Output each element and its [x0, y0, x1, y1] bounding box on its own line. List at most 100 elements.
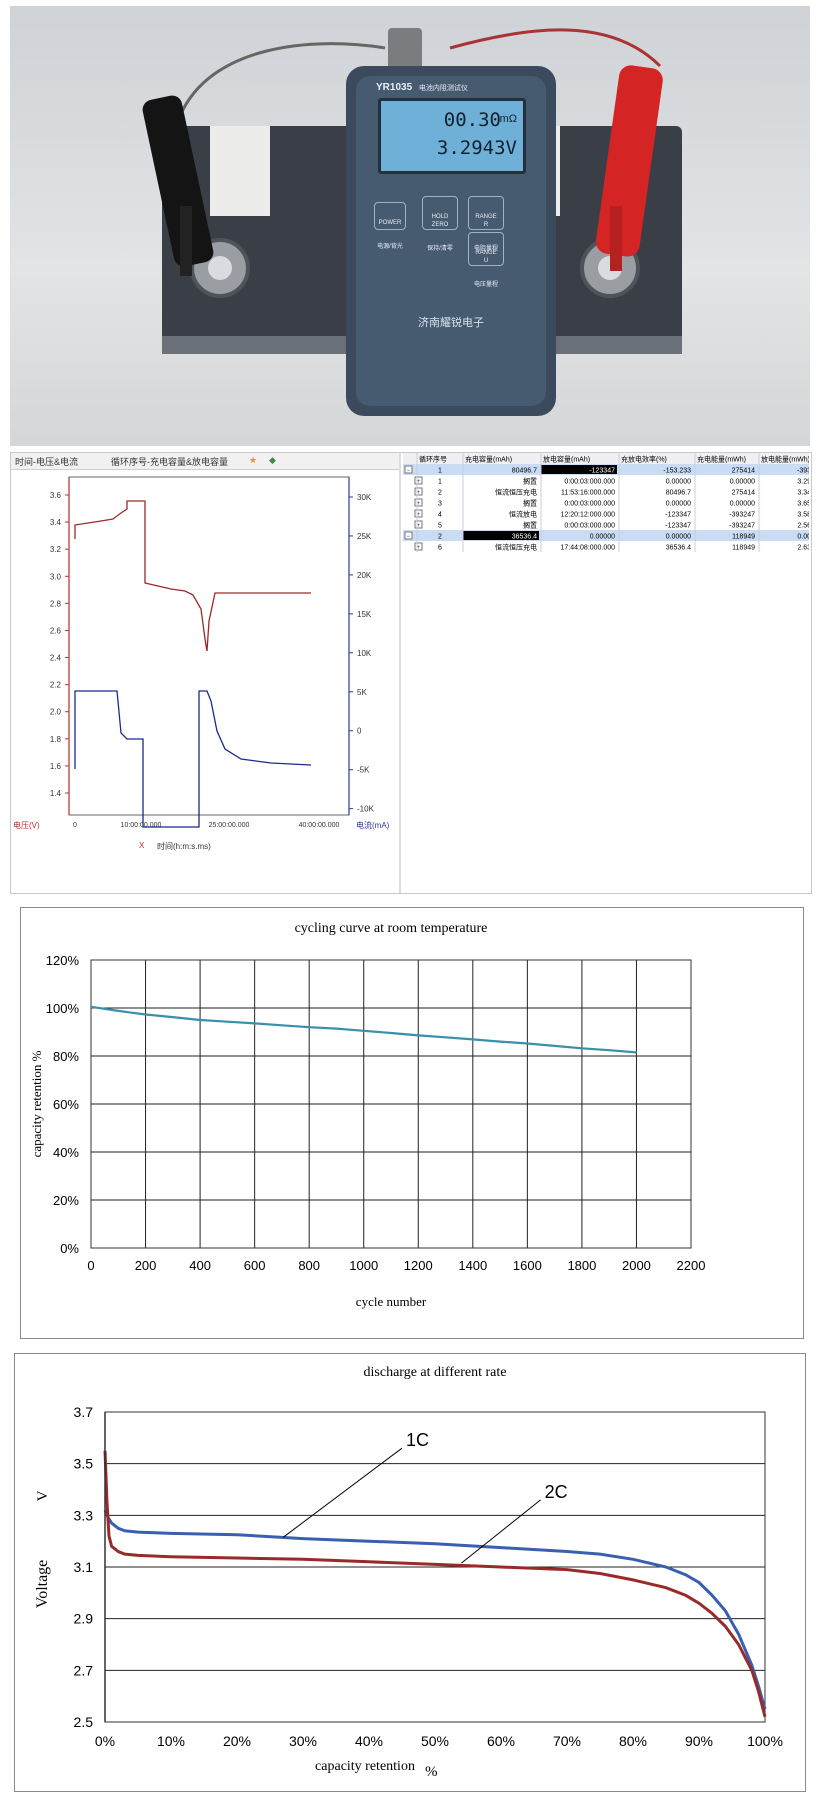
table-row[interactable]	[403, 475, 809, 486]
tab-cycle-capacity[interactable]: 循环序号-充电容量&放电容量	[111, 457, 229, 467]
table-header-cell: 循环序号	[419, 455, 447, 464]
vc-x-tick-label: 10:00:00.000	[121, 822, 162, 829]
plot-area	[90, 959, 692, 1249]
table-cell: 11:53:16:000.000	[561, 490, 615, 497]
expand-toggle-glyph: +	[417, 545, 421, 551]
cycle-table-grid: 循环序号 充电容量(mAh) 放电容量(mAh) 充放电效率(%) 充电能量(mWh) 放…	[403, 453, 811, 552]
table-cell: 36536.4	[512, 534, 537, 541]
table-cell: 80496.7	[512, 468, 537, 475]
y-tick-label: 80%	[53, 1049, 79, 1064]
table-cell: 0.00000	[666, 534, 691, 541]
table-row[interactable]	[403, 530, 809, 541]
voltage-current-chart: 3.6 3.4 3.2 3.0 2.8 2.6 2.4 2.2 2.0 1.8 1.6 1.4 30K 2…	[50, 476, 375, 829]
range-r-button[interactable]: RANGE R 电阻量程	[468, 196, 504, 252]
expand-toggle-icon[interactable]	[404, 465, 413, 474]
vc-right-tick-label: 10K	[357, 649, 372, 658]
pane-divider[interactable]	[399, 453, 401, 893]
vc-right-tick-label: -10K	[357, 805, 375, 814]
power-button-label: POWER	[378, 220, 402, 226]
expand-toggle-icon[interactable]	[414, 476, 423, 485]
vc-right-tick-label: 25K	[357, 532, 372, 541]
x-tick-label: 1000	[349, 1258, 378, 1273]
table-cell: 0.00	[797, 534, 809, 541]
x-tick-label: 2000	[622, 1258, 651, 1273]
lcd-resistance-unit: mΩ	[499, 113, 517, 125]
x-tick-label: 800	[298, 1258, 320, 1273]
meter-connector	[388, 28, 422, 70]
x-tick-label: 70%	[553, 1733, 581, 1749]
x-tick-label: 1600	[513, 1258, 542, 1273]
expand-toggle-icon[interactable]	[414, 520, 423, 529]
table-cell: 0.00000	[730, 479, 755, 486]
vc-y-left-label: 电压(V)	[13, 821, 40, 830]
expand-toggle-glyph: +	[417, 490, 421, 496]
meter-model-row: YR1035 电池内阻测试仪	[376, 82, 546, 93]
vc-left-tick-label: 3.6	[50, 491, 62, 500]
power-button[interactable]: POWER 电源/背光	[374, 202, 406, 250]
table-cell: 80496.7	[666, 490, 691, 497]
vc-current-line	[74, 690, 312, 828]
vc-left-tick-label: 2.6	[50, 626, 62, 635]
expand-toggle-icon[interactable]	[414, 498, 423, 507]
table-header-cell: 充放电效率(%)	[621, 455, 667, 464]
table-cell: 3	[438, 501, 442, 508]
y-tick-label: 20%	[53, 1193, 79, 1208]
table-row[interactable]	[403, 541, 809, 552]
add-tab-icon[interactable]: ◆	[269, 455, 276, 465]
vc-x-marker: X	[139, 841, 145, 850]
range-r-button-sub: 电阻量程	[473, 246, 498, 252]
annotation-2c-leader	[461, 1499, 541, 1564]
expand-toggle-icon[interactable]	[414, 487, 423, 496]
vc-left-tick-label: 2.0	[50, 708, 62, 717]
table-cell: 2.63	[797, 545, 809, 552]
vc-left-tick-label: 3.2	[50, 545, 62, 554]
discharge-chart-panel: discharge at different rate 2.5 2.7 2.9 3.1 3…	[14, 1353, 806, 1792]
red-wire	[449, 28, 662, 68]
vc-left-tick-label: 3.4	[50, 518, 62, 527]
table-cell: 恒流恒压充电	[495, 543, 537, 552]
table-cell: 0.00000	[666, 479, 691, 486]
table-header-row	[403, 453, 809, 464]
table-row[interactable]	[403, 497, 809, 508]
expand-toggle-icon[interactable]	[414, 542, 423, 551]
meter-subtitle: 电池内阻测试仪	[418, 85, 468, 92]
battery-photo-illustration	[142, 28, 682, 416]
y-tick-label: 0%	[60, 1241, 79, 1256]
table-cell: 3.29	[797, 479, 809, 486]
table-row[interactable]	[403, 508, 809, 519]
expand-toggle-glyph: −	[407, 534, 411, 540]
table-cell: 3.58	[797, 512, 809, 519]
hold-zero-button-label: HOLD ZERO	[431, 214, 449, 228]
meter-model: YR1035	[376, 82, 413, 93]
x-tick-label: 80%	[619, 1733, 647, 1749]
x-tick-label: 0	[87, 1258, 94, 1273]
battery-test-software: 时间-电压&电流 循环序号-充电容量&放电容量 ★ ◆ 3.6 3.4 3.2 3.0…	[10, 452, 812, 894]
tab-voltage-current[interactable]: 时间-电压&电流	[15, 457, 79, 467]
table-cell: -393247	[729, 523, 755, 530]
hold-zero-button[interactable]: HOLD ZERO 保持/清零	[422, 196, 458, 252]
chart-title: cycling curve at room temperature	[295, 921, 488, 936]
vc-left-tick-label: 2.2	[50, 681, 62, 690]
table-cell: 1	[438, 479, 442, 486]
table-cell: 0.00000	[590, 534, 615, 541]
table-row[interactable]	[403, 486, 809, 497]
vc-x-tick-label: 0	[73, 822, 77, 829]
y-tick-label: 100%	[46, 1001, 80, 1016]
table-header-cell: 充电容量(mAh)	[465, 455, 512, 464]
table-cell: 0.00000	[730, 501, 755, 508]
table-cell: 3.65	[797, 501, 809, 508]
range-u-button[interactable]: RANGE U 电压量程	[468, 232, 504, 288]
table-row[interactable]	[403, 519, 809, 530]
vc-right-tick-label: -5K	[357, 766, 370, 775]
cycling-chart: cycling curve at room temperature 0% 20% 40…	[29, 921, 705, 1309]
range-u-button-sub: 电压量程	[473, 282, 498, 288]
y-axis-label: Voltage	[34, 1560, 51, 1609]
x-tick-label: 1200	[404, 1258, 433, 1273]
expand-toggle-icon[interactable]	[404, 531, 413, 540]
table-cell: 275414	[732, 468, 755, 475]
table-cell: -123347	[589, 468, 615, 475]
expand-toggle-icon[interactable]	[414, 509, 423, 518]
x-axis-label: capacity retention	[315, 1759, 415, 1774]
vc-x-tick-label: 25:00:00.000	[209, 822, 250, 829]
x-tick-label: 1400	[458, 1258, 487, 1273]
